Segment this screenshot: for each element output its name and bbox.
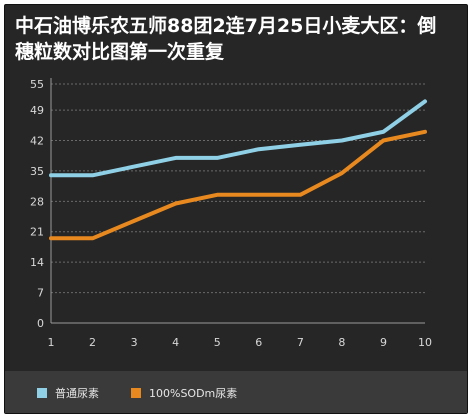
x-tick-label: 10	[418, 336, 432, 349]
legend-swatch-series-1	[37, 388, 47, 398]
x-tick-label: 4	[172, 336, 179, 349]
x-tick-label: 3	[131, 336, 138, 349]
y-tick-label: 21	[30, 226, 44, 239]
series-line-1	[49, 99, 427, 178]
grid-lines	[51, 83, 425, 294]
x-tick-label: 7	[297, 336, 304, 349]
legend-label-series-1: 普通尿素	[55, 387, 99, 400]
y-tick-label: 35	[30, 165, 44, 178]
x-tick-label: 1	[48, 336, 55, 349]
x-tick-labels: 1 2 3 4 5 6 7 8 9 10	[48, 336, 433, 349]
y-tick-label: 55	[30, 78, 44, 91]
y-tick-label: 0	[37, 317, 44, 330]
y-tick-labels: 0 7 14 21 28 35 42 49 55	[30, 78, 44, 330]
chart-title: 中石油博乐农五师88团2连7月25日小麦大区：倒穗粒数对比图第一次重复	[15, 15, 437, 63]
legend-swatch-series-2	[131, 388, 141, 398]
legend-item-series-1: 普通尿素	[37, 385, 99, 401]
series-line-2	[49, 129, 427, 241]
y-tick-label: 49	[30, 104, 44, 117]
series-lines	[49, 99, 427, 241]
y-tick-label: 7	[37, 287, 44, 300]
axes	[50, 78, 425, 324]
legend-item-series-2: 100%SODm尿素	[131, 385, 237, 401]
legend-label-series-2: 100%SODm尿素	[149, 387, 238, 400]
x-tick-label: 9	[380, 336, 387, 349]
chart-panel: 中石油博乐农五师88团2连7月25日小麦大区：倒穗粒数对比图第一次重复 0 7 14…	[4, 4, 468, 414]
x-tick-label: 2	[89, 336, 96, 349]
y-tick-label: 14	[30, 256, 44, 269]
x-tick-label: 6	[255, 336, 262, 349]
x-tick-label: 8	[338, 336, 345, 349]
line-chart: 0 7 14 21 28 35 42 49 55 1 2 3 4 5 6 7 8 9 10	[30, 78, 433, 349]
legend: 普通尿素 100%SODm尿素	[5, 371, 467, 413]
y-tick-label: 28	[30, 195, 44, 208]
x-tick-label: 5	[214, 336, 221, 349]
y-tick-label: 42	[30, 134, 44, 147]
